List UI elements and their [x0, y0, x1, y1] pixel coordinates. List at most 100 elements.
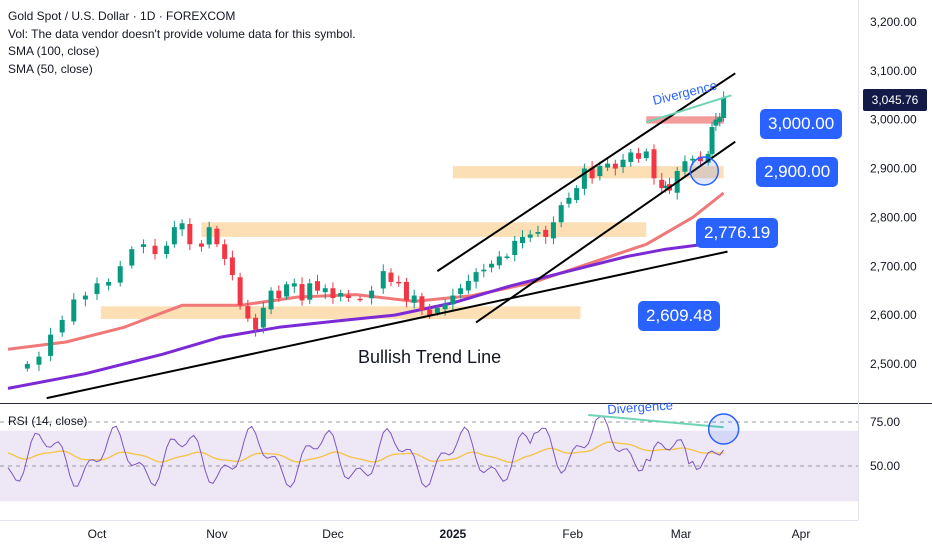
candle-body	[612, 163, 618, 169]
candle-body	[338, 293, 344, 297]
candle-body	[697, 156, 703, 162]
candle-body	[519, 236, 525, 244]
candle-body	[574, 188, 580, 201]
candle-body	[717, 117, 723, 122]
candle-body	[659, 179, 665, 189]
zone-rect	[201, 222, 647, 237]
candle-body	[330, 288, 336, 299]
candle-body	[152, 245, 158, 255]
rsi-legend[interactable]: RSI (14, close)	[8, 414, 88, 428]
candle-body	[481, 269, 487, 272]
candle-body	[566, 197, 572, 204]
candle-body	[179, 223, 185, 230]
rsi-divergence-line	[588, 413, 724, 429]
candle-body	[36, 356, 42, 365]
candle-body	[71, 299, 77, 322]
candle-body	[117, 266, 123, 283]
candle-body	[94, 283, 100, 295]
candle-body	[605, 163, 611, 168]
candle-body	[164, 245, 170, 255]
price-tick-label: 3,100.00	[870, 64, 917, 78]
candle-body	[284, 284, 290, 297]
candle-body	[396, 281, 402, 284]
candle-body	[198, 243, 204, 247]
candle-body	[369, 290, 375, 299]
candle-body	[434, 307, 440, 313]
candle-body	[504, 256, 510, 258]
rsi-tick-label: 50.00	[870, 459, 900, 473]
candle-body	[527, 234, 533, 238]
price-tick-label: 3,000.00	[870, 113, 917, 127]
candle-body	[589, 167, 595, 179]
candle-body	[682, 161, 688, 172]
rsi-tick-label: 75.00	[870, 415, 900, 429]
candle-body	[709, 127, 715, 154]
time-tick-label: Mar	[671, 527, 692, 541]
sma50-legend[interactable]: SMA (50, close)	[8, 61, 93, 76]
rsi-ma-line	[7, 441, 724, 463]
rsi-highlight-circle	[707, 413, 740, 445]
candle-body	[628, 152, 634, 162]
candle-body	[713, 119, 719, 126]
candle-body	[705, 153, 711, 163]
time-tick-label: Feb	[562, 527, 583, 541]
candle-body	[260, 307, 266, 328]
candle-body	[357, 298, 363, 301]
candle-body	[690, 158, 696, 161]
price-divergence-line	[645, 94, 732, 124]
zone-rect	[646, 116, 724, 124]
candle-body	[24, 363, 30, 369]
candle-body	[543, 229, 549, 237]
candle-body	[651, 149, 657, 179]
candle-body	[245, 306, 251, 319]
candle-body	[403, 281, 409, 301]
time-tick-label: Apr	[792, 527, 811, 541]
candle-body	[458, 288, 464, 295]
candle-body	[489, 263, 495, 268]
candle-body	[237, 277, 243, 306]
candle-body	[512, 240, 518, 256]
candle-body	[597, 166, 603, 177]
candle-body	[129, 249, 135, 266]
sma100-legend[interactable]: SMA (100, close)	[8, 44, 100, 58]
candle-body	[450, 295, 456, 305]
callout-2609: 2,609.48	[638, 301, 721, 331]
highlight-circle	[689, 156, 720, 186]
trend-line	[475, 140, 736, 324]
candle-body	[663, 185, 669, 189]
candle-body	[276, 290, 282, 299]
candle-body	[558, 205, 564, 223]
candle-body	[82, 295, 88, 300]
candle-body	[643, 151, 649, 159]
candle-body	[636, 153, 642, 159]
time-tick-label: 2025	[440, 527, 467, 541]
candle-body	[214, 228, 220, 245]
price-tick-label: 2,800.00	[870, 210, 917, 224]
candle-body	[229, 257, 235, 276]
trend-line	[436, 72, 736, 272]
candle-body	[314, 281, 320, 291]
candle-body	[322, 288, 328, 293]
candle-body	[550, 222, 556, 239]
price-tick-label: 2,700.00	[870, 259, 917, 273]
callout-2776: 2,776.19	[696, 218, 779, 248]
time-tick-label: Dec	[322, 527, 343, 541]
candle-body	[473, 272, 479, 282]
trend-line	[46, 250, 728, 400]
candle-body	[48, 334, 54, 356]
callout-2900: 2,900.00	[756, 157, 839, 187]
candle-body	[496, 256, 502, 266]
candle-body	[380, 271, 386, 289]
candle-body	[140, 244, 146, 247]
last-price-tag: 3,045.76	[863, 89, 927, 111]
sma100-line	[7, 191, 725, 351]
time-tick-label: Nov	[206, 527, 227, 541]
time-tick-label: Oct	[88, 527, 107, 541]
rsi-divergence-label: Divergence	[607, 397, 674, 417]
candle-body	[59, 319, 65, 333]
candle-body	[106, 281, 112, 286]
chart-title[interactable]: Gold Spot / U.S. Dollar · 1D · FOREXCOM	[8, 9, 236, 23]
callout-3000: 3,000.00	[760, 109, 843, 139]
candle-body	[299, 284, 305, 301]
